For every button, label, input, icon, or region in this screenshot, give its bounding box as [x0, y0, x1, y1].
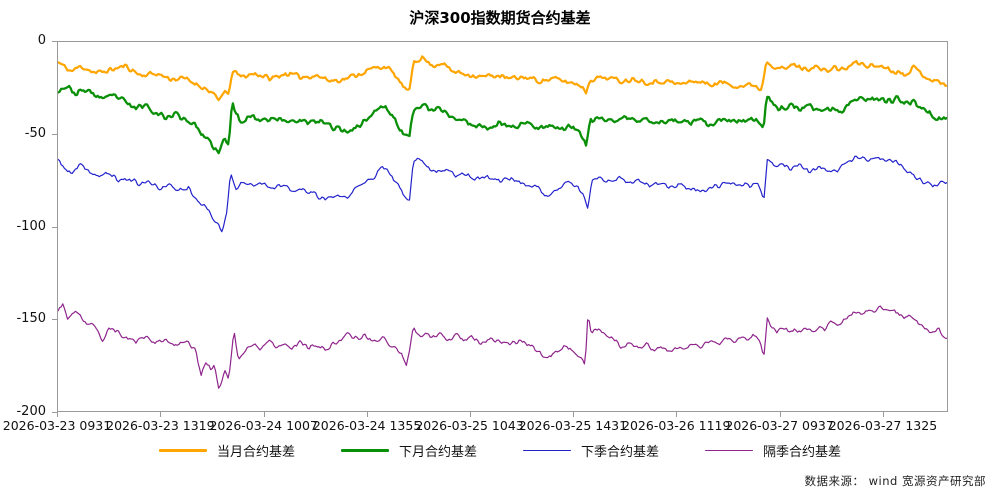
x-tick-label: 2026-03-24 1007 — [209, 418, 318, 433]
series-line-2 — [58, 155, 947, 233]
legend-line-sample — [158, 449, 207, 452]
legend-item-0: 当月合约基差 — [158, 441, 295, 460]
x-tick-mark — [367, 412, 369, 417]
legend-line-sample — [705, 449, 754, 452]
legend-item-3: 隔季合约基差 — [705, 441, 841, 460]
legend-item-1: 下月合约基差 — [340, 441, 477, 460]
series-line-1 — [58, 84, 947, 155]
legend-line-sample — [340, 449, 389, 452]
series-line-0 — [58, 55, 947, 102]
y-tick-mark — [52, 41, 57, 42]
x-tick-label: 2026-03-27 0937 — [725, 418, 834, 433]
legend-line-sample — [523, 449, 571, 452]
x-tick-label: 2026-03-24 1355 — [312, 418, 422, 433]
y-tick-label: -100 — [16, 218, 46, 234]
series-line-3 — [58, 303, 947, 389]
plot-area — [57, 41, 948, 412]
x-tick-label: 2026-03-25 1043 — [415, 418, 524, 433]
data-source-note: 数据来源： wind 宽源资产研究部 — [804, 474, 986, 488]
legend-item-2: 下季合约基差 — [523, 441, 659, 460]
x-tick-label: 2026-03-23 1319 — [106, 418, 215, 433]
chart-canvas — [58, 55, 947, 389]
y-tick-label: 0 — [37, 33, 46, 48]
y-tick-label: -150 — [16, 311, 46, 327]
x-tick-label: 2026-03-26 1119 — [622, 418, 731, 433]
x-tick-mark — [882, 412, 884, 417]
legend-label: 当月合约基差 — [216, 445, 295, 460]
y-tick-mark — [52, 226, 57, 228]
x-tick-label: 2026-03-23 0931 — [2, 418, 112, 433]
y-tick-label: -200 — [16, 404, 46, 419]
x-tick-mark — [57, 412, 58, 417]
y-tick-mark — [52, 319, 57, 321]
legend-label: 下月合约基差 — [398, 445, 477, 460]
x-tick-mark — [676, 412, 678, 417]
chart-legend: 当月合约基差 下月合约基差 下季合约基差 隔季合约基差 — [0, 441, 1000, 460]
y-tick-label: -50 — [24, 125, 46, 141]
y-tick-mark — [52, 412, 57, 413]
chart-title: 沪深300指数期货合约基差 — [409, 9, 591, 27]
x-tick-mark — [572, 412, 574, 417]
legend-label: 下季合约基差 — [581, 445, 660, 460]
x-tick-label: 2026-03-27 1325 — [828, 418, 938, 433]
x-tick-label: 2026-03-25 1431 — [518, 418, 628, 433]
y-tick-mark — [52, 133, 57, 135]
legend-label: 隔季合约基差 — [763, 445, 842, 460]
x-tick-mark — [160, 412, 162, 417]
x-tick-mark — [263, 412, 265, 417]
x-tick-mark — [469, 412, 471, 417]
x-tick-mark — [779, 412, 781, 417]
